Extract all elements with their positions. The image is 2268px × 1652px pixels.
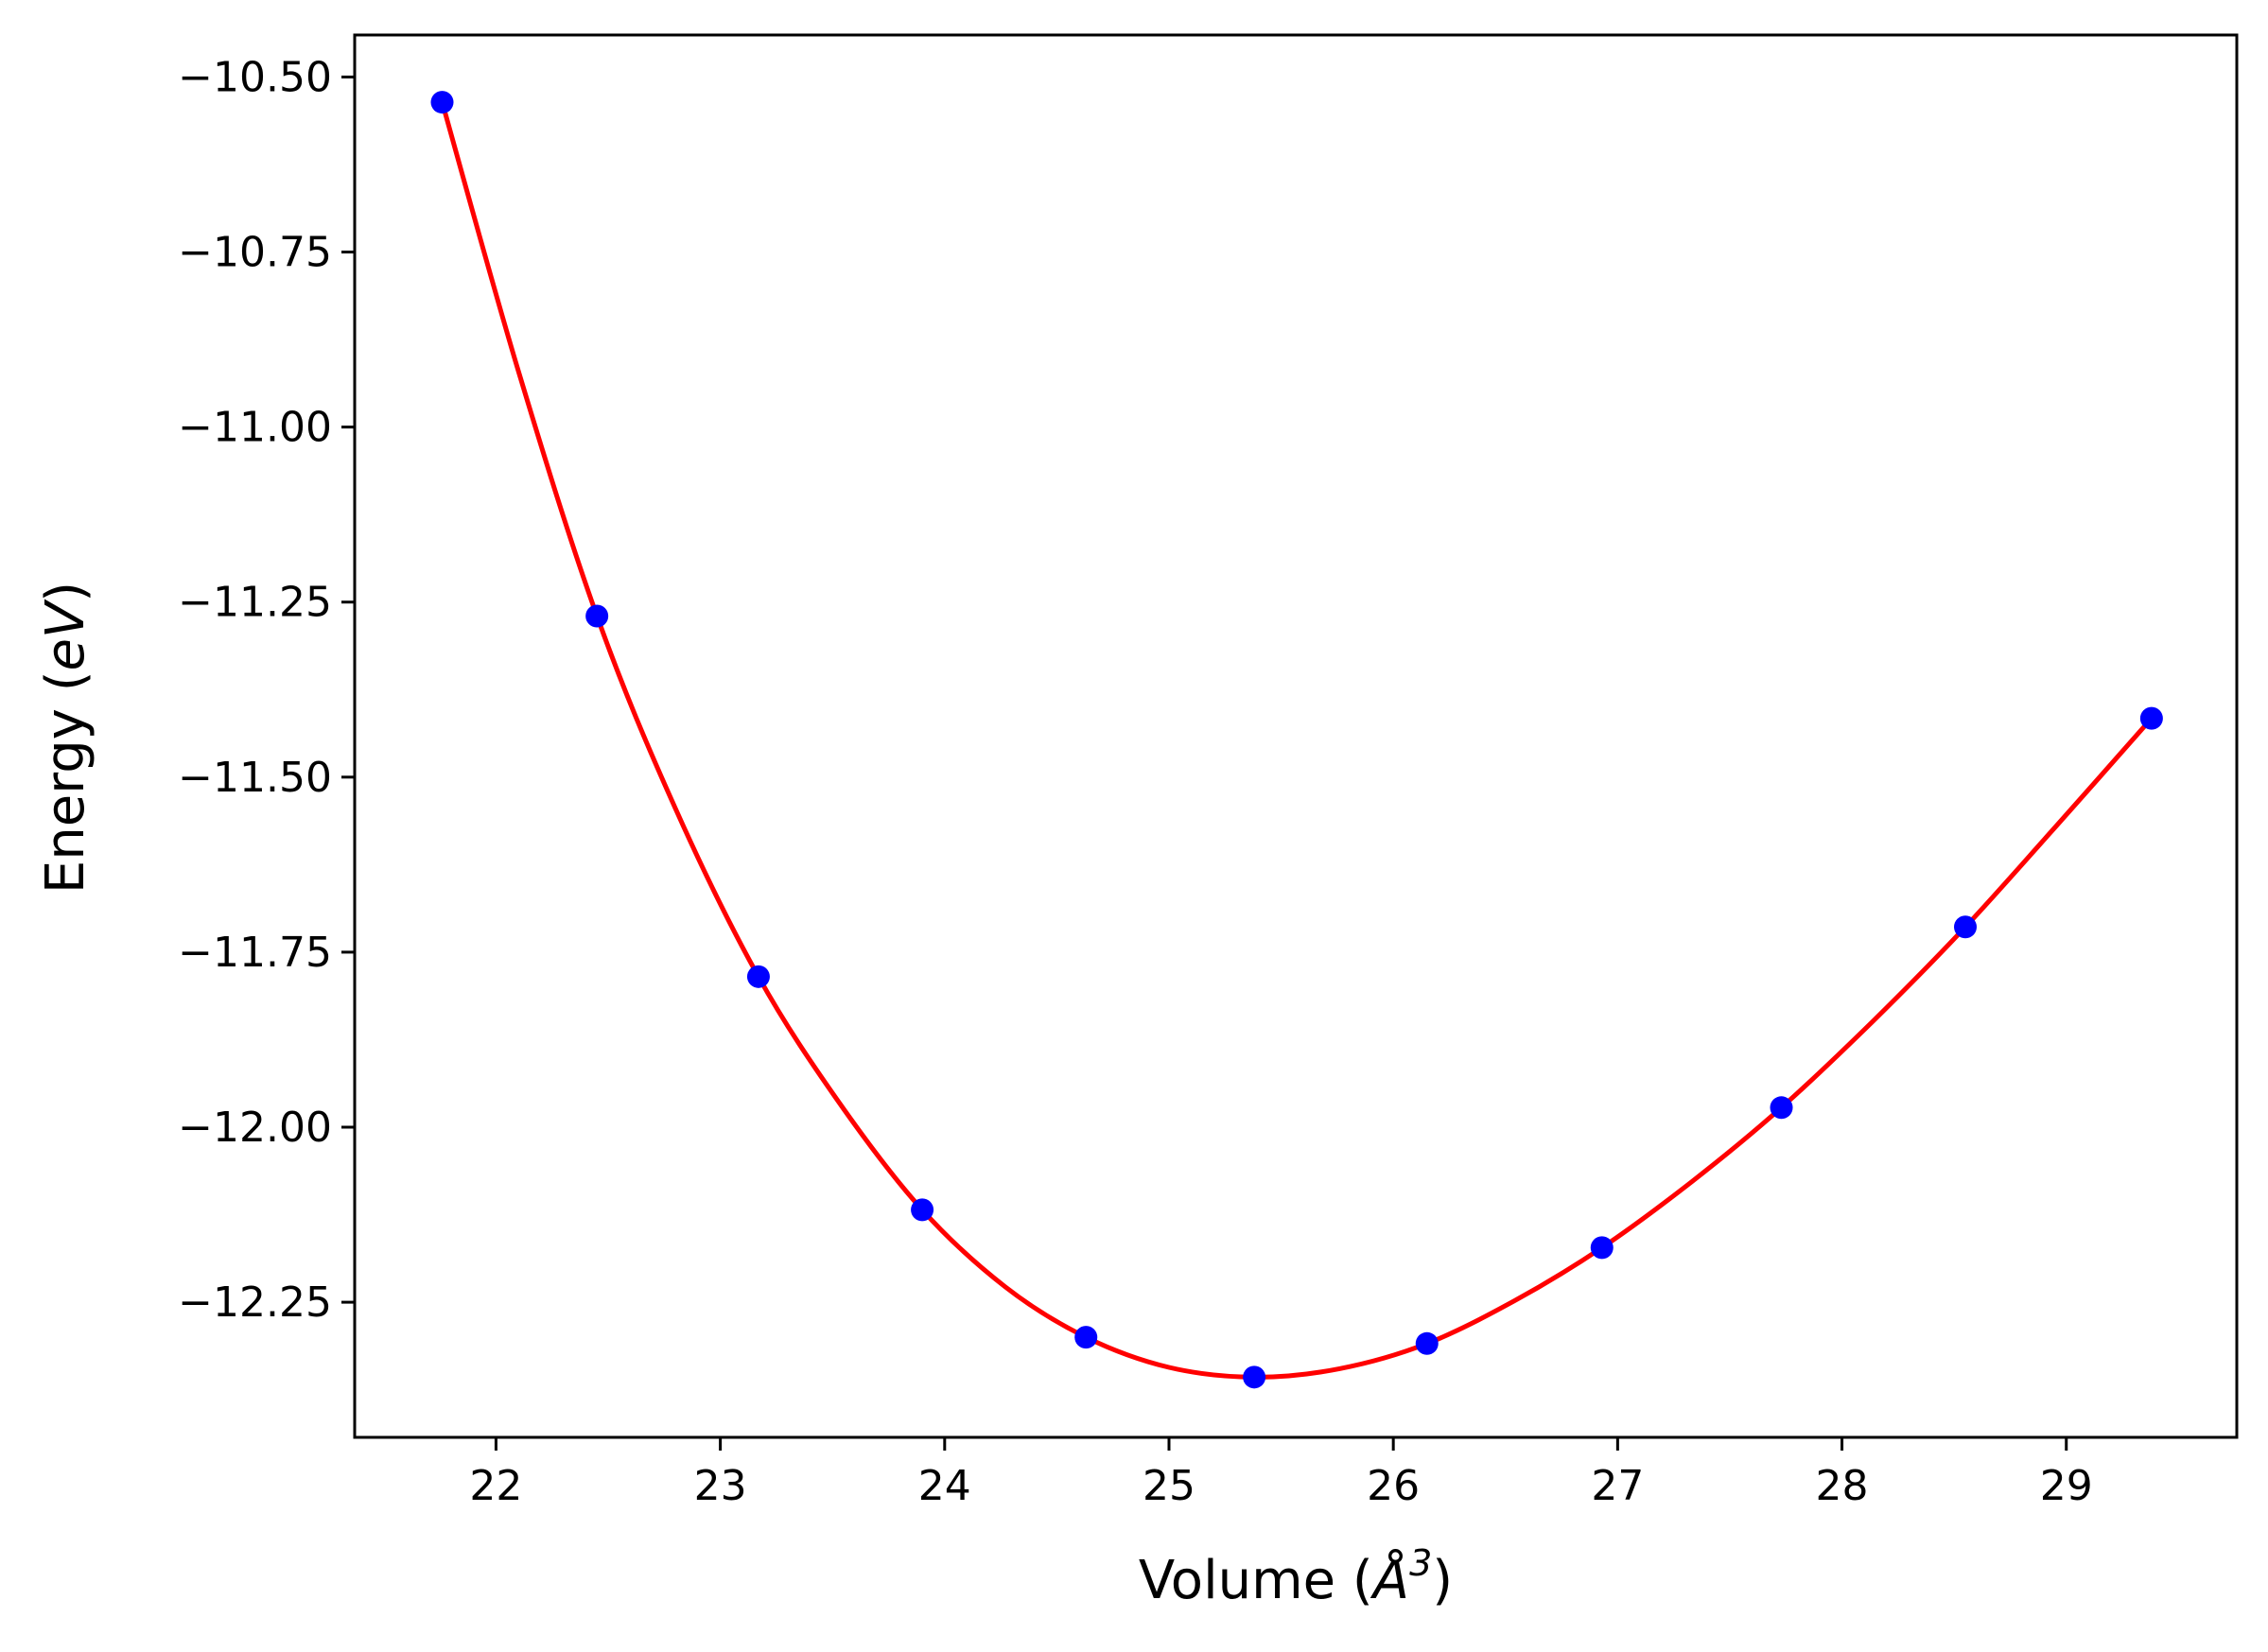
y-tick-label: −10.50: [178, 53, 332, 101]
y-tick-label: −11.75: [178, 929, 332, 977]
data-point: [911, 1198, 934, 1222]
data-point: [746, 965, 770, 988]
x-axis-title: Volume (Å3): [1139, 1542, 1453, 1611]
data-point: [1074, 1326, 1098, 1349]
x-tick-label: 28: [1816, 1462, 1869, 1510]
data-point: [1590, 1236, 1614, 1260]
y-axis-ticks: −10.50 −10.75 −11.00 −11.25 −11.50 −11.75 −12.…: [178, 53, 355, 1327]
y-tick-label: −12.00: [178, 1104, 332, 1152]
data-point: [1954, 915, 1978, 939]
data-point: [1770, 1096, 1793, 1120]
data-point: [430, 91, 454, 114]
data-point: [585, 604, 609, 628]
x-tick-label: 25: [1143, 1462, 1195, 1510]
x-tick-label: 29: [2040, 1462, 2093, 1510]
y-axis-title: Energy (eV): [35, 582, 96, 894]
x-tick-label: 24: [918, 1462, 971, 1510]
data-point: [1415, 1331, 1439, 1355]
y-tick-label: −11.50: [178, 754, 332, 802]
plot-frame: [353, 33, 2239, 1439]
y-tick-label: −10.75: [178, 229, 332, 277]
y-tick-label: −11.00: [178, 404, 332, 452]
data-point: [2139, 706, 2163, 730]
fit-curve-layer: [440, 101, 2154, 1380]
data-points-layer: [430, 91, 2163, 1389]
x-tick-label: 26: [1367, 1462, 1420, 1510]
x-tick-label: 22: [469, 1462, 522, 1510]
fit-curve-line: [440, 101, 2154, 1380]
data-point: [1243, 1365, 1266, 1389]
y-tick-label: −11.25: [178, 579, 332, 627]
y-tick-label: −12.25: [178, 1278, 332, 1327]
x-tick-label: 23: [694, 1462, 747, 1510]
x-tick-label: 27: [1591, 1462, 1644, 1510]
x-axis-ticks: 22 23 24 25 26 27 28 29: [469, 1437, 2093, 1510]
